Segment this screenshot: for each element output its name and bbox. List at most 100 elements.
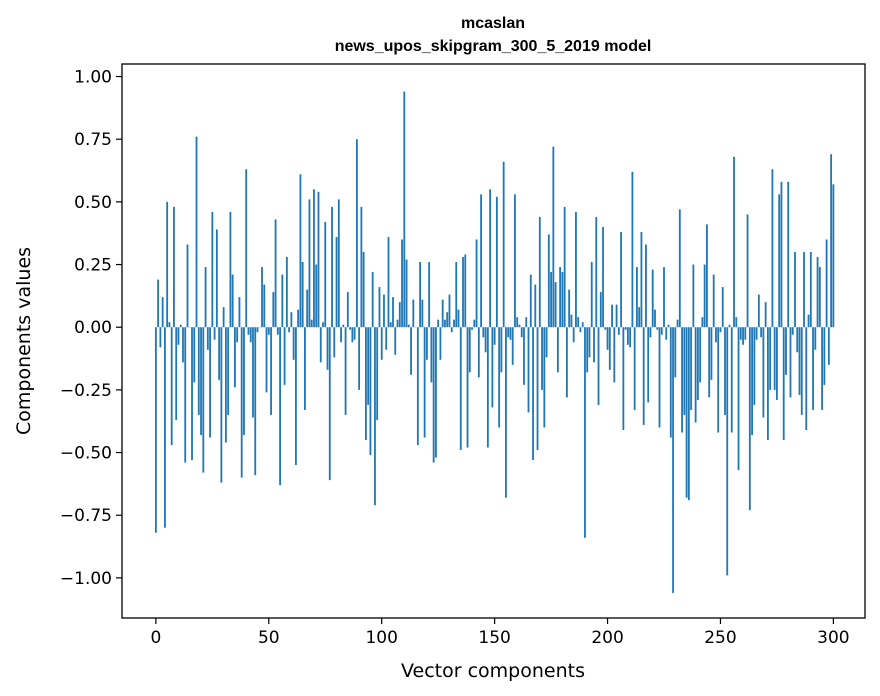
bar-252 [724,327,726,415]
bar-210 [629,327,632,348]
bar-260 [742,327,744,345]
bar-163 [523,327,525,385]
bar-136 [462,257,464,328]
x-tick-label: 150 [478,628,510,648]
bar-258 [737,327,740,471]
bar-270 [764,302,767,328]
bar-28 [218,327,221,380]
bar-73 [319,327,322,363]
bar-203 [613,327,616,383]
bar-72 [317,191,320,328]
bar-36 [236,327,239,343]
bar-156 [507,327,510,338]
bar-47 [261,267,263,328]
bar-272 [769,327,772,390]
bar-25 [211,211,214,328]
bar-86 [349,327,351,330]
bar-125 [437,319,440,328]
bar-248 [715,327,717,343]
bar-16 [191,327,193,461]
bar-106 [394,327,397,355]
bar-153 [500,327,503,373]
bar-190 [584,327,586,538]
bar-227 [667,324,670,328]
bar-218 [647,327,650,403]
bar-165 [527,327,530,413]
bar-45 [256,327,259,333]
bar-250 [719,327,722,333]
bar-226 [665,327,668,340]
bar-60 [290,312,293,328]
bar-233 [681,327,683,433]
bar-79 [333,327,336,358]
bar-149 [491,327,494,408]
bar-39 [243,327,245,435]
bar-63 [297,309,300,328]
bar-71 [315,264,318,328]
bar-10 [177,327,180,345]
bar-224 [660,327,663,335]
bar-208 [624,327,627,330]
bar-107 [396,319,399,328]
x-tick-label: 0 [150,628,161,648]
bar-117 [419,262,422,328]
bars-group [154,91,835,593]
bar-290 [809,252,812,328]
bar-296 [823,327,826,385]
bar-225 [663,267,665,328]
bar-297 [825,239,828,328]
bar-281 [789,327,792,398]
bar-298 [827,327,830,365]
bar-187 [577,317,580,328]
bar-54 [276,327,279,335]
bar-291 [812,327,814,410]
bar-275 [776,327,778,400]
bar-244 [706,224,708,328]
bar-204 [615,304,618,328]
bar-128 [444,319,446,328]
bar-93 [365,327,367,441]
bar-284 [796,327,799,353]
bar-91 [360,206,363,328]
bar-236 [687,327,690,501]
bar-21 [202,327,205,473]
bar-216 [642,327,645,425]
bar-139 [468,327,471,373]
bar-240 [696,327,699,400]
bar-92 [362,252,365,328]
bar-211 [631,171,634,328]
bar-118 [421,299,424,328]
y-tick-label: 0.00 [74,318,112,338]
bar-76 [326,327,329,370]
y-tick-label: 0.25 [74,256,112,276]
bar-88 [353,327,356,340]
y-tick-label: 1.00 [74,68,112,88]
bar-41 [247,327,250,335]
bar-134 [457,309,460,328]
bar-177 [554,282,557,328]
bar-277 [780,181,783,328]
bar-1 [157,279,160,328]
bar-56 [281,274,284,328]
bar-114 [412,299,415,328]
x-tick-label: 200 [591,628,623,648]
bar-256 [733,156,735,328]
bar-274 [773,327,776,390]
bar-109 [401,239,403,328]
bar-102 [385,327,388,350]
bar-282 [791,327,794,335]
bar-0 [154,327,157,533]
bar-122 [430,327,433,383]
x-tick-label: 50 [258,628,280,648]
bar-124 [435,327,437,458]
bar-51 [270,327,272,415]
bar-57 [283,327,286,385]
bar-220 [651,269,654,328]
bar-33 [229,211,232,328]
bar-35 [234,327,236,388]
bar-289 [807,314,810,328]
bar-135 [459,327,462,451]
bar-215 [640,231,643,328]
bar-191 [586,327,589,373]
